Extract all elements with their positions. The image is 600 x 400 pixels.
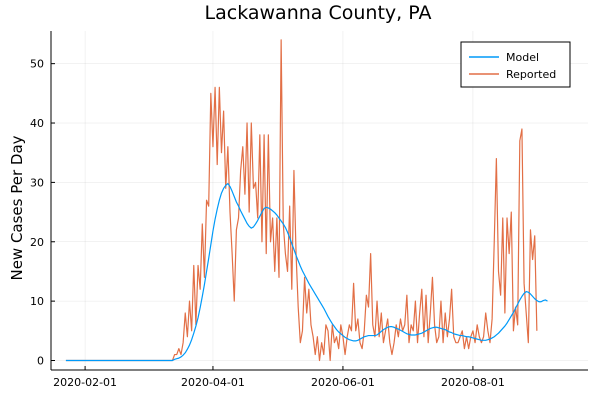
y-tick-label: 40 (30, 117, 44, 130)
legend: Model Reported (460, 41, 571, 88)
y-tick-label: 20 (30, 236, 44, 249)
series-line-model (65, 182, 548, 362)
y-tick-label: 0 (37, 355, 44, 368)
legend-box (460, 41, 571, 88)
legend-label-model: Model (506, 51, 539, 64)
y-axis-label: New Cases Per Day (8, 135, 26, 280)
x-tick-label: 2020-06-01 (311, 376, 375, 389)
y-tick-label: 10 (30, 295, 44, 308)
y-tick-label: 50 (30, 58, 44, 71)
y-tick-label: 30 (30, 176, 44, 189)
x-tick-label: 2020-08-01 (441, 376, 505, 389)
x-tick-label: 2020-02-01 (53, 376, 117, 389)
legend-label-reported: Reported (506, 68, 556, 81)
axes: 2020-02-01 2020-04-01 2020-06-01 2020-08-01… (30, 31, 588, 389)
series-layer (65, 39, 548, 362)
x-tick-label: 2020-04-01 (181, 376, 245, 389)
chart-title: Lackawanna County, PA (205, 2, 432, 24)
